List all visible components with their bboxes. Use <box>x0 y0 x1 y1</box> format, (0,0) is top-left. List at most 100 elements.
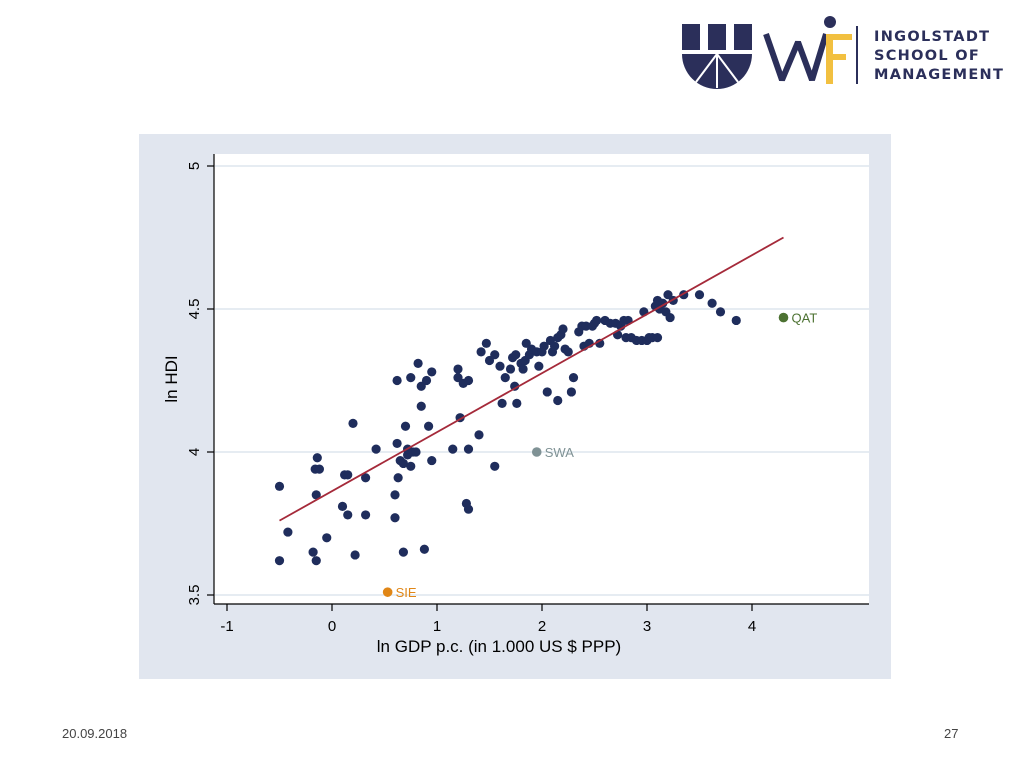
data-point <box>652 333 663 343</box>
data-point <box>322 533 332 543</box>
data-point <box>558 324 568 334</box>
data-point <box>715 307 726 317</box>
data-point <box>416 401 426 411</box>
x-tick-label: 3 <box>643 618 651 635</box>
highlight-point-sie <box>382 587 393 597</box>
highlight-label-swa: SWA <box>545 445 574 460</box>
data-point <box>343 510 353 520</box>
logo-divider <box>856 26 858 84</box>
data-point <box>283 527 293 537</box>
data-point <box>419 544 429 554</box>
data-point <box>343 470 353 480</box>
y-tick-label: 3.5 <box>186 585 203 606</box>
data-point <box>518 364 528 374</box>
highlight-point-qat <box>778 312 789 323</box>
data-point <box>481 338 491 348</box>
data-point <box>495 361 505 371</box>
fit-line-group <box>279 236 784 522</box>
data-point <box>392 438 402 449</box>
data-point <box>581 321 591 331</box>
data-point <box>505 364 516 374</box>
data-point <box>474 430 484 440</box>
data-point <box>476 347 486 357</box>
data-point <box>510 381 520 391</box>
data-point <box>371 444 381 454</box>
x-tick-label: 0 <box>328 618 336 635</box>
fit-line <box>279 236 784 522</box>
data-point <box>453 364 463 374</box>
axes <box>207 154 869 611</box>
data-point <box>348 418 358 428</box>
page-number: 27 <box>944 726 959 741</box>
data-point <box>314 464 324 474</box>
x-tick-label: 4 <box>748 618 756 635</box>
data-point <box>463 375 474 386</box>
data-point <box>424 421 434 431</box>
scatter-plot: -1 0 1 2 3 4 3.5 4 4.5 5 QAT SWA SIE ln GDP p.c. (i… <box>162 154 869 656</box>
data-point <box>490 350 500 360</box>
y-tick-label: 4 <box>186 448 203 456</box>
x-axis-title: ln GDP p.c. (in 1.000 US $ PPP) <box>377 637 621 656</box>
plot-area <box>214 154 869 604</box>
data-point <box>308 547 318 557</box>
tick-labels: -1 0 1 2 3 4 3.5 4 4.5 5 <box>186 162 756 635</box>
data-point <box>563 347 573 357</box>
data-point <box>361 510 371 520</box>
data-point <box>392 375 402 386</box>
school-logo: INGOLSTADT SCHOOL OF MANAGEMENT <box>682 14 1005 90</box>
data-point <box>658 298 668 308</box>
data-point <box>393 473 403 483</box>
data-point <box>539 341 549 351</box>
data-point <box>312 453 322 463</box>
data-point <box>421 375 432 386</box>
data-point <box>406 373 416 383</box>
data-point <box>534 361 544 371</box>
data-point <box>390 490 400 500</box>
data-point <box>550 341 560 351</box>
data-point <box>448 444 458 454</box>
data-point <box>427 455 437 466</box>
data-point <box>707 298 717 308</box>
grid-lines <box>215 165 869 596</box>
data-point <box>463 504 474 514</box>
data-point <box>413 358 423 368</box>
wif-logo-icon <box>763 16 852 84</box>
school-name: INGOLSTADT SCHOOL OF MANAGEMENT <box>874 28 1005 85</box>
x-tick-label: 1 <box>433 618 441 635</box>
data-point <box>542 387 552 397</box>
data-point <box>337 501 348 511</box>
highlight-point-swa <box>531 447 542 457</box>
data-point <box>568 373 579 383</box>
data-point <box>274 556 285 566</box>
data-point <box>311 556 321 566</box>
data-point <box>500 373 510 383</box>
y-tick-label: 4.5 <box>186 299 203 320</box>
data-point <box>592 315 602 326</box>
data-point <box>390 513 400 523</box>
school-name-line-3: MANAGEMENT <box>874 67 1005 83</box>
data-point <box>274 481 285 491</box>
data-point <box>398 458 408 469</box>
data-point <box>350 550 360 560</box>
data-point <box>400 421 411 431</box>
data-point <box>361 473 371 483</box>
data-point <box>490 461 500 471</box>
data-point <box>694 290 705 300</box>
data-point <box>311 490 321 500</box>
highlighted-points: QAT SWA SIE <box>382 311 818 600</box>
data-point <box>665 312 675 323</box>
data-point <box>406 461 416 471</box>
crest-icon <box>682 24 752 89</box>
x-tick-label: 2 <box>538 618 546 635</box>
data-point <box>398 547 408 557</box>
highlight-label-qat: QAT <box>792 311 818 326</box>
highlight-label-sie: SIE <box>396 585 417 600</box>
x-tick-label: -1 <box>220 618 233 635</box>
footer-date: 20.09.2018 <box>62 726 128 741</box>
data-points <box>274 290 741 566</box>
data-point <box>553 395 563 406</box>
data-point <box>731 315 741 326</box>
y-axis-title: ln HDI <box>162 355 181 402</box>
school-name-line-2: SCHOOL OF <box>874 48 981 64</box>
data-point <box>463 444 474 454</box>
